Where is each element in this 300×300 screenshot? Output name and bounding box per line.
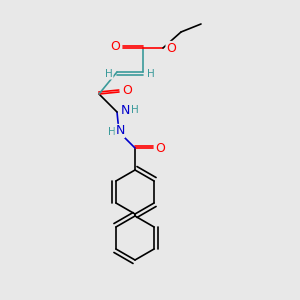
Text: O: O [155,142,165,154]
Text: N: N [115,124,125,137]
Text: O: O [110,40,120,53]
Text: O: O [122,83,132,97]
Text: O: O [166,41,176,55]
Text: H: H [105,69,113,79]
Text: H: H [131,105,139,115]
Text: N: N [120,103,130,116]
Text: H: H [147,69,155,79]
Text: H: H [108,127,116,137]
